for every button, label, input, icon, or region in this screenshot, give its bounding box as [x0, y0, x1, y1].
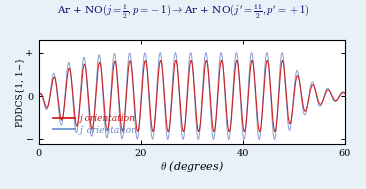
Y-axis label: PDDCS{1, 1−}: PDDCS{1, 1−}	[15, 57, 24, 126]
Text: Ar + NO$(j = \frac{1}{2}, p = -1) \rightarrow$Ar + NO$(j^{\prime} = \frac{11}{2}: Ar + NO$(j = \frac{1}{2}, p = -1) \right…	[57, 3, 309, 21]
Legend: j orientation, j′ orientation: j orientation, j′ orientation	[49, 110, 141, 138]
X-axis label: $\theta$ (degrees): $\theta$ (degrees)	[160, 159, 224, 174]
